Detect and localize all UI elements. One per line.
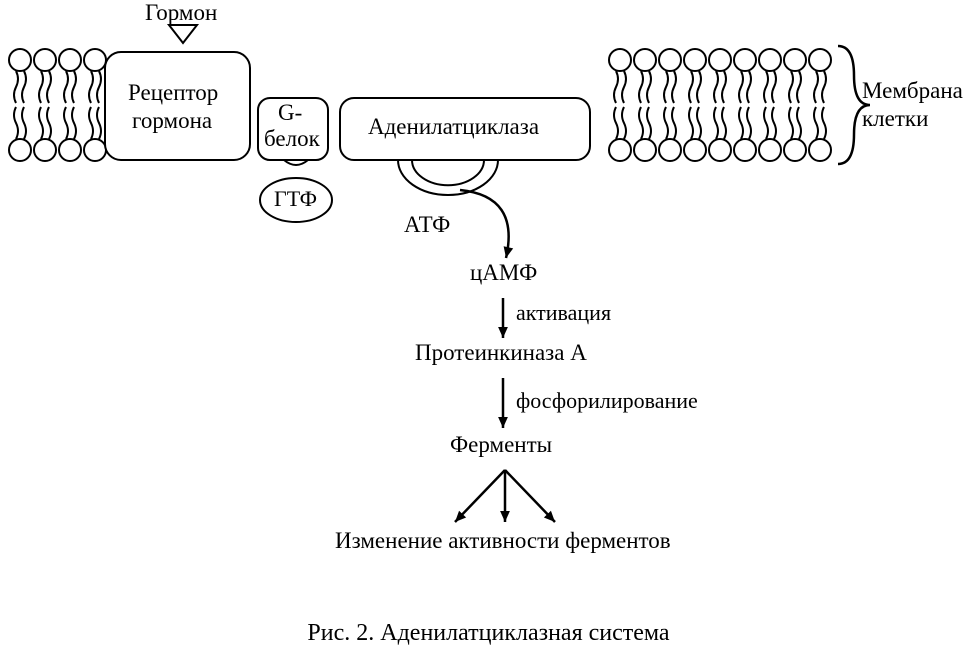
label-enzymes: Ферменты bbox=[450, 432, 552, 458]
label-gprotein-line1: G- bbox=[278, 100, 302, 126]
label-membrane-line2: клетки bbox=[862, 106, 928, 132]
label-outcome: Изменение активности ферментов bbox=[335, 528, 671, 554]
label-pka: Протеинкиназа А bbox=[415, 340, 587, 366]
label-camp: цАМФ bbox=[470, 260, 537, 286]
label-receptor-line1: Рецептор bbox=[128, 80, 218, 106]
figure-caption: Рис. 2. Аденилатциклазная система bbox=[0, 620, 977, 647]
label-gtp: ГТФ bbox=[274, 186, 317, 212]
label-receptor-line2: гормона bbox=[132, 108, 212, 134]
label-hormone: Гормон bbox=[145, 0, 217, 26]
label-atp: АТФ bbox=[404, 212, 450, 238]
diagram-adenylate-cyclase-system: { "labels": { "hormone": "Гормон", "rece… bbox=[0, 0, 977, 665]
label-gprotein-line2: белок bbox=[264, 126, 320, 152]
label-phospho: фосфорилирование bbox=[516, 388, 698, 414]
label-membrane-line1: Мембрана bbox=[862, 78, 963, 104]
label-adenylate: Аденилатциклаза bbox=[368, 114, 539, 140]
label-activation: активация bbox=[516, 300, 611, 326]
